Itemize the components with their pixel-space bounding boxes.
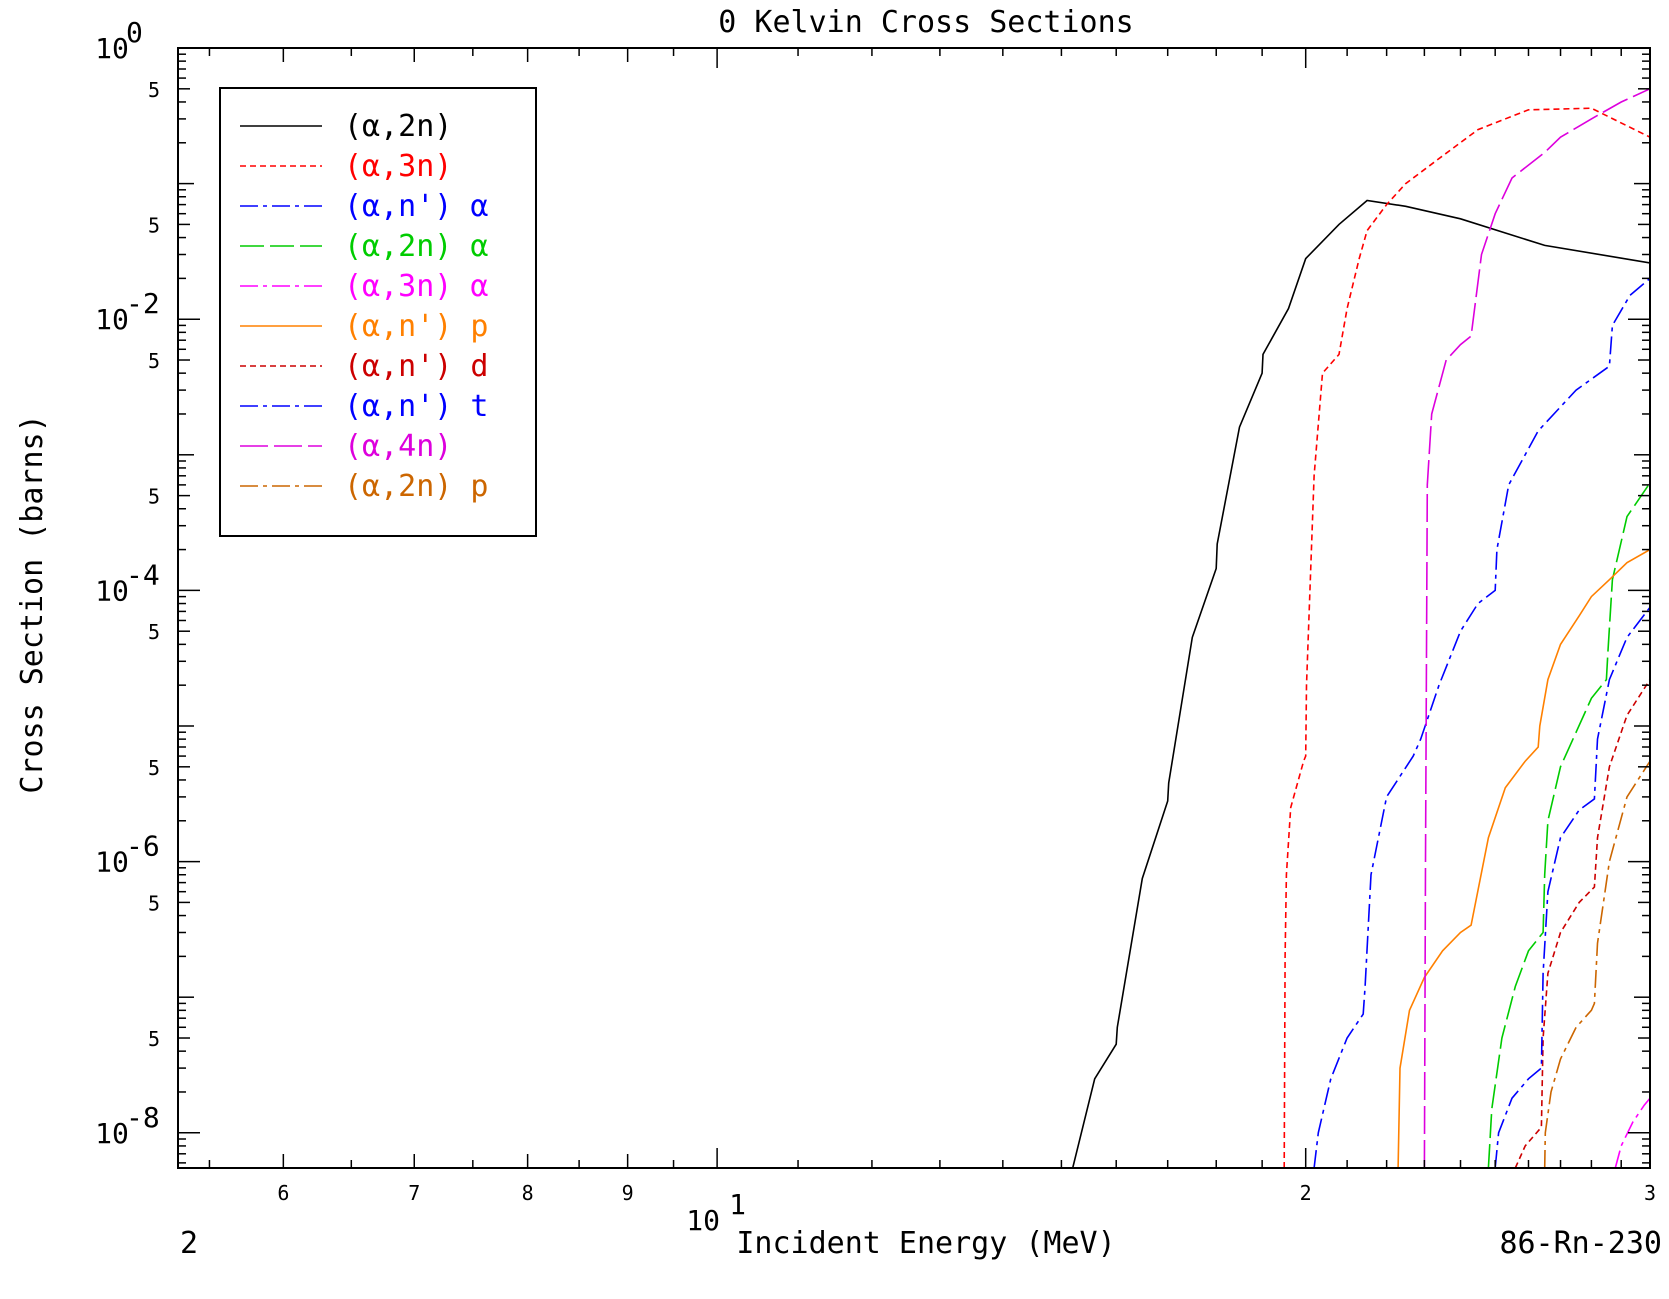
plot-frame — [177, 47, 1651, 1169]
x-tick-label: 7 — [408, 1181, 420, 1205]
y-tick-label: 5 — [148, 78, 160, 102]
y-tick-exponent: -6 — [126, 830, 160, 863]
legend-label-8: (α,n') t — [344, 389, 489, 424]
series-line-5 — [1614, 1097, 1650, 1168]
x-tick-label: 9 — [622, 1181, 634, 1205]
y-tick-label: 10 — [95, 303, 129, 336]
y-tick-label: 5 — [148, 620, 160, 644]
legend-frame — [219, 87, 537, 537]
y-tick-label: 5 — [148, 349, 160, 373]
legend-label-6: (α,n') p — [344, 309, 489, 344]
legend-label-2: (α,3n) — [344, 149, 452, 184]
series-line-4 — [1487, 482, 1650, 1168]
x-tick-label: 2 — [1300, 1181, 1312, 1205]
legend-label-4: (α,2n) α — [344, 229, 489, 264]
x-tick-label: 10 — [686, 1204, 720, 1237]
y-tick-exponent: -4 — [126, 558, 160, 591]
legend-label-3: (α,n') α — [344, 189, 489, 224]
x-tick-label: 6 — [277, 1181, 289, 1205]
x-axis-label: Incident Energy (MeV) — [736, 1226, 1115, 1261]
series-line-9 — [1423, 88, 1650, 1168]
legend-label-10: (α,2n) p — [344, 469, 489, 504]
legend-label-5: (α,3n) α — [344, 269, 489, 304]
y-tick-label: 10 — [95, 1117, 129, 1150]
legend: (α,2n) (α,3n) (α,n') α (α,2n) α (α,3n) α (α,n… — [219, 87, 537, 537]
y-tick-label: 5 — [148, 756, 160, 780]
y-tick-exponent: -2 — [126, 287, 160, 320]
series-line-7 — [1514, 679, 1650, 1168]
y-axis-label: Cross Section (barns) — [15, 414, 50, 793]
x-tick-label: 3 — [1644, 1181, 1656, 1205]
chart-title: 0 Kelvin Cross Sections — [718, 5, 1133, 40]
y-tick-label: 10 — [95, 32, 129, 65]
series-line-6 — [1397, 548, 1650, 1168]
x-tick-label: 8 — [522, 1181, 534, 1205]
footer-right-label: 86-Rn-230 — [1499, 1226, 1662, 1261]
x-tick-exponent: 1 — [729, 1188, 746, 1221]
y-tick-exponent: 0 — [126, 16, 143, 49]
y-tick-label: 10 — [95, 846, 129, 879]
y-tick-exponent: -8 — [126, 1101, 160, 1134]
series-line-10 — [1543, 760, 1650, 1168]
y-tick-label: 5 — [148, 213, 160, 237]
series-line-3 — [1313, 277, 1650, 1168]
legend-label-1: (α,2n) — [344, 109, 452, 144]
legend-label-9: (α,4n) — [344, 429, 452, 464]
footer-left-label: 2 — [180, 1226, 198, 1261]
y-tick-label: 5 — [148, 891, 160, 915]
series-line-1 — [1071, 199, 1650, 1168]
series-line-2 — [1283, 107, 1650, 1168]
y-tick-label: 5 — [148, 485, 160, 509]
series-line-8 — [1494, 606, 1650, 1168]
y-tick-label: 5 — [148, 1027, 160, 1051]
legend-label-7: (α,n') d — [344, 349, 489, 384]
y-tick-label: 10 — [95, 574, 129, 607]
